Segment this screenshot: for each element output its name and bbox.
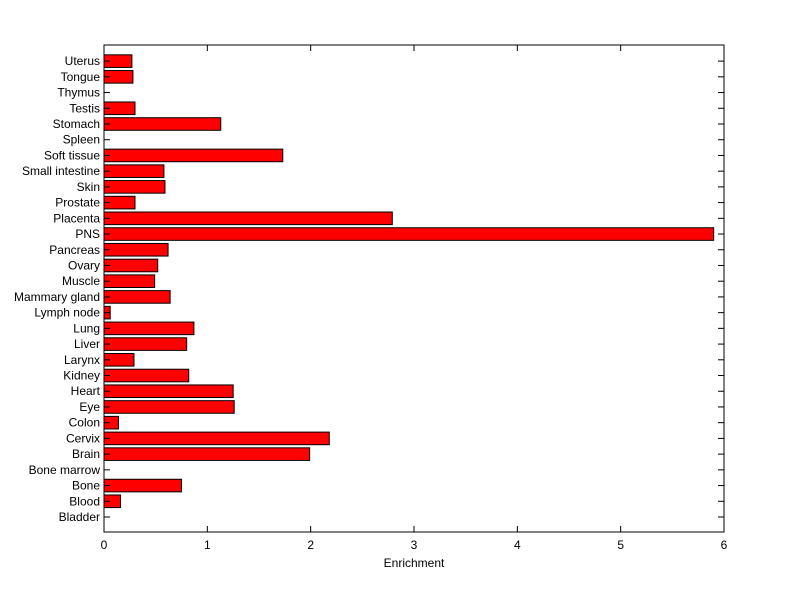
y-tick-label-testis: Testis [69, 101, 100, 115]
y-tick-label-ovary: Ovary [68, 258, 100, 272]
x-tick-label-6: 6 [721, 538, 728, 552]
y-tick-label-small-intestine: Small intestine [22, 164, 100, 178]
y-tick-label-colon: Colon [69, 416, 100, 430]
bar-kidney [103, 368, 190, 383]
x-tick-label-3: 3 [411, 538, 418, 552]
bar-stomach [103, 117, 222, 131]
bar-pns [103, 227, 715, 241]
y-tick-label-liver: Liver [74, 337, 100, 351]
y-tick-label-bone-marrow: Bone marrow [29, 463, 101, 477]
y-tick-label-brain: Brain [72, 447, 100, 461]
y-tick-label-placenta: Placenta [53, 211, 100, 225]
bar-pancreas [103, 242, 169, 257]
bar-small-intestine [103, 164, 165, 178]
x-axis-label: Enrichment [384, 556, 445, 570]
y-tick-label-skin: Skin [77, 180, 100, 194]
y-tick-label-blood: Blood [69, 494, 100, 508]
x-tick-label-0: 0 [101, 538, 108, 552]
y-tick-label-muscle: Muscle [62, 274, 100, 288]
y-tick-label-cervix: Cervix [66, 431, 100, 445]
x-tick-label-4: 4 [514, 538, 521, 552]
y-tick-label-uterus: Uterus [65, 54, 100, 68]
bar-mammary-gland [103, 290, 171, 304]
y-tick-label-lymph-node: Lymph node [34, 306, 100, 320]
plot-frame [103, 44, 725, 533]
bar-muscle [103, 274, 156, 288]
y-tick-label-heart: Heart [71, 384, 101, 398]
y-tick-label-tongue: Tongue [61, 70, 101, 84]
y-tick-label-bladder: Bladder [59, 510, 100, 524]
y-tick-label-spleen: Spleen [63, 133, 100, 147]
y-tick-label-bone: Bone [72, 479, 100, 493]
x-tick-label-2: 2 [307, 538, 314, 552]
bar-ovary [103, 258, 159, 273]
y-tick-label-prostate: Prostate [55, 196, 100, 210]
x-tick-label-5: 5 [617, 538, 624, 552]
bar-heart [103, 384, 234, 399]
y-tick-label-thymus: Thymus [57, 86, 100, 100]
y-tick-label-soft-tissue: Soft tissue [44, 148, 100, 162]
y-tick-label-kidney: Kidney [63, 369, 100, 383]
y-tick-label-pancreas: Pancreas [49, 243, 100, 257]
x-tick-label-1: 1 [204, 538, 211, 552]
y-tick-label-pns: PNS [75, 227, 100, 241]
bar-skin [103, 180, 166, 194]
bar-lung [103, 321, 195, 336]
y-tick-label-eye: Eye [79, 400, 100, 414]
y-tick-label-stomach: Stomach [53, 117, 100, 131]
bar-soft-tissue [103, 148, 284, 163]
bar-placenta [103, 211, 393, 226]
y-tick-label-mammary-gland: Mammary gland [14, 290, 100, 304]
y-tick-label-lung: Lung [73, 321, 100, 335]
bar-liver [103, 337, 188, 351]
bar-eye [103, 400, 235, 414]
bar-brain [103, 447, 311, 461]
bar-cervix [103, 431, 330, 446]
bar-bone [103, 478, 182, 493]
y-tick-label-larynx: Larynx [64, 353, 100, 367]
